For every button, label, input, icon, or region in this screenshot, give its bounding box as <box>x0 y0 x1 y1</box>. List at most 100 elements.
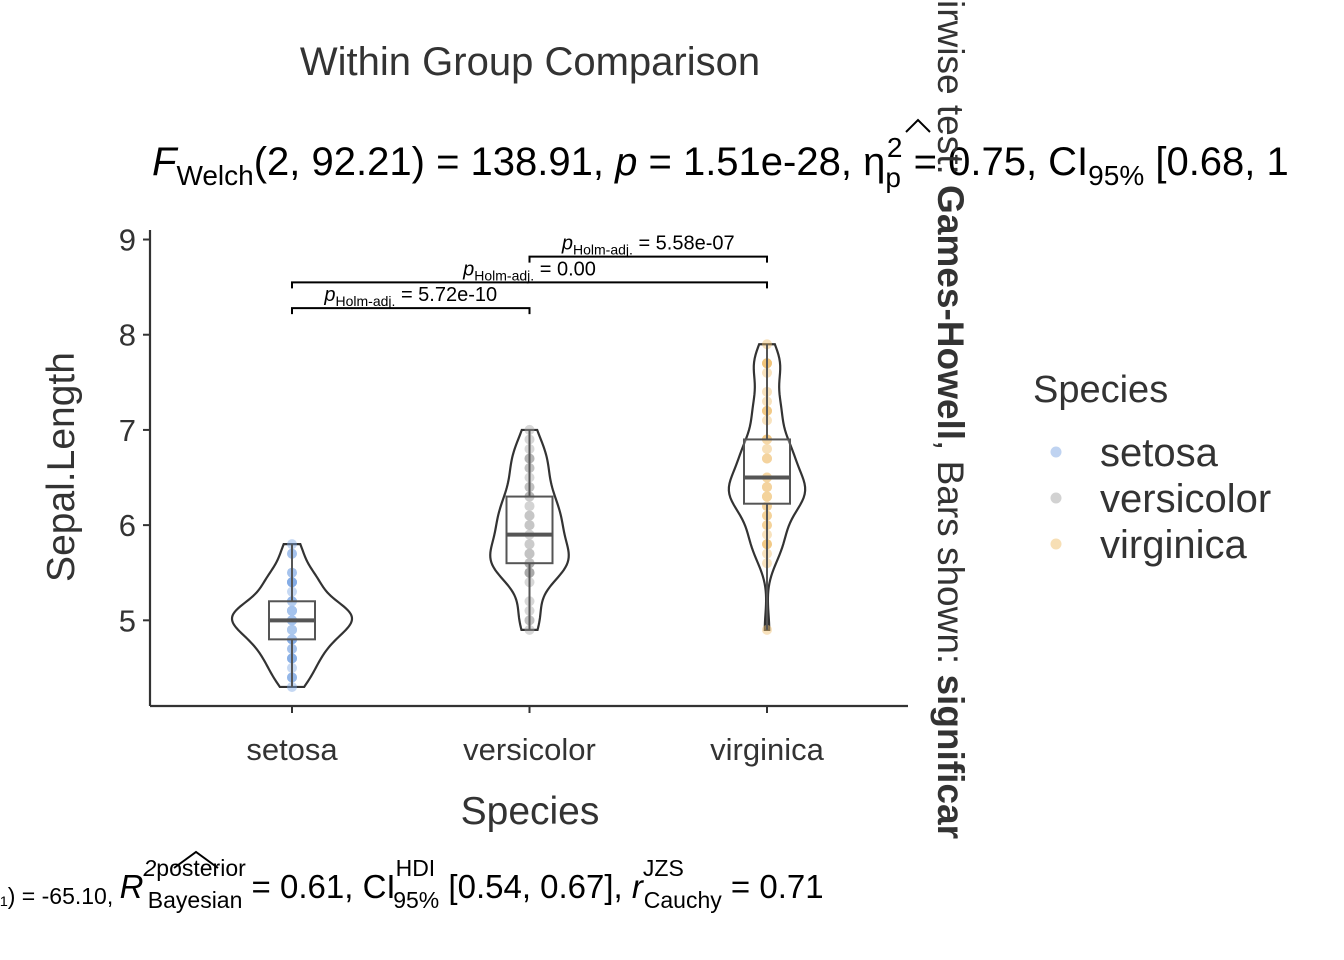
caption-hdi-sub: 95% <box>393 887 439 913</box>
subtitle-stats: FWelch(2, 92.21) = 138.91, p = 1.51e-28,… <box>152 118 1289 193</box>
caption-r-sup: JZS <box>643 855 684 881</box>
data-point-virginica <box>762 482 772 493</box>
bracket-label-symbol: p <box>462 258 474 280</box>
data-point-setosa <box>287 624 297 635</box>
data-point-virginica <box>762 491 772 502</box>
caption-lead-sub: ₁) = -65.10, <box>0 883 120 909</box>
comparison-bracket-versicolor-virginica: pHolm-adj. = 5.58e-07 <box>528 233 768 263</box>
caption-bayes: ₁) = -65.10, R2posterior Bayesian = 0.61,… <box>0 855 824 913</box>
data-point-virginica <box>762 491 772 502</box>
side-caption-part1: irwise test: <box>930 0 971 185</box>
y-axis-label: Sepal.Length <box>40 352 83 582</box>
data-point-setosa <box>287 624 297 635</box>
data-point-virginica <box>762 453 772 464</box>
caption-r-value: = 0.71 <box>722 868 824 905</box>
caption-r2-sub: Bayesian <box>148 887 243 913</box>
comparison-bracket-setosa-versicolor: pHolm-adj. = 5.72e-10 <box>291 284 531 315</box>
caption-r-sub: Cauchy <box>644 887 722 913</box>
comparison-bracket-setosa-virginica: pHolm-adj. = 0.00 <box>291 258 768 289</box>
subtitle-effect-sup: 2 <box>887 132 903 163</box>
y-tick-label: 6 <box>119 508 136 543</box>
legend-entry-setosa: setosa <box>1100 431 1219 475</box>
data-point-setosa <box>287 605 297 616</box>
data-point-versicolor <box>524 510 535 521</box>
caption-r2-sup: posterior <box>156 855 246 881</box>
subtitle-effect-symbol: η <box>863 140 885 184</box>
legend-entry-virginica: virginica <box>1100 523 1247 567</box>
effect-hat <box>905 118 931 133</box>
data-point-versicolor <box>524 520 535 531</box>
subtitle-effect-value: = 0.75, CI <box>903 140 1089 184</box>
box-versicolor <box>505 495 554 565</box>
data-point-virginica <box>762 491 772 502</box>
legend-swatch-setosa <box>1050 446 1062 458</box>
legend-entry-versicolor: versicolor <box>1100 477 1271 521</box>
legend-title: Species <box>1033 369 1168 411</box>
data-point-setosa <box>287 624 297 635</box>
box-virginica <box>743 438 791 505</box>
data-point-versicolor <box>524 548 535 559</box>
data-point-setosa <box>287 605 297 616</box>
data-point-versicolor <box>524 548 535 559</box>
y-tick-label: 5 <box>119 603 136 638</box>
bracket-label-symbol: p <box>561 233 573 255</box>
x-tick-label: versicolor <box>463 732 596 767</box>
bracket-label-sub: Holm-adj. <box>474 267 534 283</box>
x-tick-label: setosa <box>246 732 338 767</box>
caption-r2-sup2: 2 <box>142 855 156 881</box>
r2-hat <box>173 850 219 869</box>
side-caption-bold1: Games-Howell <box>930 185 971 440</box>
data-point-virginica <box>762 482 772 493</box>
data-point-setosa <box>287 605 297 616</box>
data-point-versicolor <box>524 510 535 521</box>
data-point-virginica <box>762 482 772 493</box>
y-tick-label: 7 <box>119 413 136 448</box>
chart-title: Within Group Comparison <box>300 40 760 84</box>
bracket-label-value: = 0.00 <box>534 258 596 280</box>
data-point-virginica <box>762 453 772 464</box>
data-point-setosa <box>287 605 297 616</box>
data-point-versicolor <box>524 510 535 521</box>
subtitle-stat-value: = 138.91, <box>425 140 615 184</box>
data-point-setosa <box>287 605 297 616</box>
y-tick-label: 9 <box>119 223 136 258</box>
violin-setosa <box>230 543 354 689</box>
data-point-virginica <box>762 482 772 493</box>
bracket-label-sub: Holm-adj. <box>335 293 395 309</box>
violin-versicolor <box>489 428 570 631</box>
axes: 5 6 7 8 9 setosa versicolor virginica <box>119 223 908 767</box>
legend-swatch-virginica <box>1050 538 1062 550</box>
side-caption: irwise test: Games-Howell, Bars shown: s… <box>930 0 971 839</box>
bracket-label-symbol: p <box>323 284 335 306</box>
side-caption-bold2: significar <box>930 674 971 839</box>
subtitle-stat-symbol: F <box>152 140 179 184</box>
data-point-versicolor <box>524 548 535 559</box>
data-point-virginica <box>762 482 772 493</box>
caption-hdi-sup: HDI <box>396 855 436 881</box>
data-point-virginica <box>762 453 772 464</box>
bracket-line <box>291 281 768 289</box>
x-tick-label: virginica <box>710 732 824 767</box>
legend-swatch-versicolor <box>1050 492 1062 504</box>
data-point-virginica <box>762 491 772 502</box>
subtitle-ci-value: [0.68, 1 <box>1144 140 1289 184</box>
data-point-virginica <box>762 491 772 502</box>
subtitle-p-value: = 1.51e-28, <box>637 140 863 184</box>
subtitle-df: (2, 92.21) <box>254 140 425 184</box>
data-point-virginica <box>762 443 772 454</box>
bracket-label-sub: Holm-adj. <box>573 242 633 258</box>
subtitle-stat-sub: Welch <box>176 160 253 191</box>
data-point-setosa <box>287 605 297 616</box>
subtitle-p-symbol: p <box>614 140 637 184</box>
bracket-label-value: = 5.58e-07 <box>633 233 735 255</box>
data-point-versicolor <box>524 520 535 531</box>
bracket-label: pHolm-adj. = 5.72e-10 <box>323 284 497 309</box>
data-point-virginica <box>762 443 772 454</box>
data-point-setosa <box>287 605 297 616</box>
data-point-versicolor <box>524 501 535 512</box>
data-point-setosa <box>287 624 297 635</box>
data-point-versicolor <box>524 548 535 559</box>
caption-r2-value: = 0.61, CI <box>242 868 395 905</box>
